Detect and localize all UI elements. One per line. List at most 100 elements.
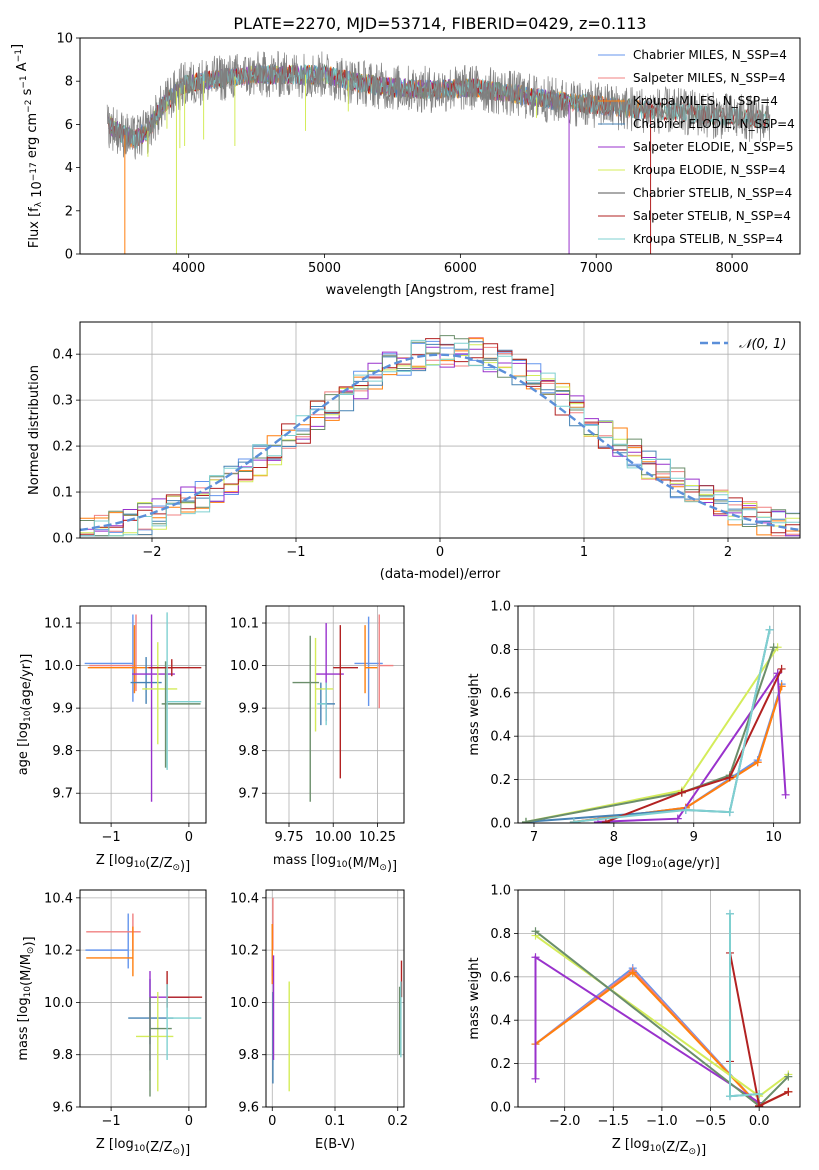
x-axis-label: Z [log10(Z/Z⊙)]: [96, 1137, 190, 1158]
weight-vs-age-panel: 7 8 9 10 0.0 0.2 0.4 0.6 0.8 1.0 age [log10(age/yr…: [467, 600, 801, 871]
x-tick-label: 0: [436, 545, 444, 560]
weight-marker: [531, 1074, 540, 1083]
legend-label: Kroupa ELODIE, N_SSP=4: [633, 163, 786, 177]
x-tick-label: 9: [690, 830, 698, 845]
figure-title: PLATE=2270, MJD=53714, FIBERID=0429, z=0…: [233, 14, 646, 33]
x-tick-label: 2: [724, 545, 732, 560]
weight-marker: [725, 909, 734, 918]
weight-marker: [677, 788, 686, 797]
x-tick-label: 10: [765, 830, 782, 845]
y-tick-label: 10.2: [230, 944, 259, 959]
legend-label: 𝒩(0, 1): [739, 337, 786, 352]
weight-marker: [725, 773, 734, 782]
age-vs-mass-panel: 9.75 10.00 10.25 9.7 9.8 9.9 10.0 10.1 mass [log…: [230, 605, 405, 874]
weight-marker: [521, 817, 530, 823]
x-tick-label: 8000: [716, 261, 749, 276]
x-tick-label: −2.0: [549, 1114, 581, 1129]
weight-marker: [781, 790, 790, 799]
x-tick-label: 10.25: [359, 830, 396, 845]
spectrum-panel: 4000 5000 6000 7000 8000 0 2 4 6 8 10 Chabrier MILE…: [10, 32, 801, 298]
y-axis-label: Flux [fλ 10−17 erg cm−2 s−1 A−1]: [10, 44, 45, 248]
legend-label: Salpeter STELIB, N_SSP=4: [633, 209, 791, 223]
weight-line: [597, 670, 787, 823]
weight-vs-Z-panel: −2.0 −1.5 −1.0 −0.5 0.0 0.0 0.2 0.4 0.6 0.8 1.0 Z […: [467, 884, 801, 1158]
x-tick-label: −1.5: [598, 1114, 630, 1129]
x-axis-label: wavelength [Angstrom, rest frame]: [326, 283, 555, 298]
y-axis-label: mass weight: [467, 957, 482, 1039]
errorbar-data: [271, 897, 403, 1092]
x-tick-label: −1: [286, 545, 305, 560]
y-tick-label: 10.4: [44, 891, 73, 906]
y-tick-label: 0: [65, 248, 73, 263]
y-tick-label: 10.1: [44, 617, 73, 632]
spectrum-legend: Chabrier MILES, N_SSP=4 Salpeter MILES, N…: [598, 48, 795, 246]
weight-marker: [569, 817, 578, 823]
y-tick-label: 0.2: [490, 773, 511, 788]
y-tick-label: 0.8: [490, 927, 511, 942]
y-tick-label: 0.4: [490, 730, 511, 745]
x-tick-label: 1: [580, 545, 588, 560]
errorbar-data: [85, 913, 203, 1097]
y-tick-label: 9.8: [238, 744, 259, 759]
weight-line: [729, 913, 760, 1098]
weight-marker: [725, 1092, 734, 1101]
y-tick-label: 9.7: [52, 787, 73, 802]
errorbar-data: [84, 612, 202, 802]
y-tick-label: 0.2: [490, 1057, 511, 1072]
x-axis-label: Z [log10(Z/Z⊙)]: [96, 853, 190, 874]
axes-frame: [79, 37, 801, 255]
y-tick-label: 9.8: [52, 744, 73, 759]
observed-spectrum-line: [106, 50, 771, 160]
x-tick-label: −0.5: [695, 1114, 727, 1129]
y-tick-label: 0.4: [52, 348, 73, 363]
mass-vs-EBV-panel: 0 0.1 0.2 9.6 9.8 10.0 10.2 10.4 E(B-V): [230, 889, 408, 1152]
weight-marker: [777, 664, 786, 673]
y-tick-label: 0.0: [490, 817, 511, 832]
x-tick-label: −1.0: [646, 1114, 678, 1129]
y-tick-label: 10.0: [230, 659, 259, 674]
gaussian-curve: [80, 353, 800, 532]
y-tick-label: 10.2: [44, 944, 73, 959]
age-vs-Z-panel: −1 0 9.7 9.8 9.9 10.0 10.1 Z [log10(Z/Z⊙)] age […: [16, 605, 207, 874]
y-tick-label: 0.6: [490, 970, 511, 985]
weight-line: [573, 683, 783, 823]
y-tick-label: 10: [56, 32, 73, 47]
x-tick-label: −1: [102, 1114, 121, 1129]
y-axis-label: mass weight: [467, 673, 482, 755]
x-tick-label: 0.1: [325, 1114, 346, 1129]
axes-frame: [79, 605, 207, 824]
x-tick-label: −1: [102, 830, 121, 845]
y-tick-label: 9.7: [238, 787, 259, 802]
weight-marker: [769, 643, 778, 652]
legend-label: Kroupa STELIB, N_SSP=4: [633, 232, 783, 246]
mass-vs-Z-panel: −1 0 9.6 9.8 10.0 10.2 10.4 Z [log10(Z/Z⊙)] mass…: [16, 889, 207, 1158]
weight-marker: [673, 814, 682, 823]
legend-label: Salpeter MILES, N_SSP=4: [633, 71, 786, 85]
axes-frame: [517, 889, 801, 1108]
y-axis-label: mass [log10(M/M⊙)]: [16, 936, 37, 1060]
y-tick-label: 6: [65, 118, 73, 133]
y-tick-label: 0.3: [52, 394, 73, 409]
weight-line: [605, 668, 783, 823]
x-tick-label: 10.00: [315, 830, 352, 845]
x-tick-label: −2: [142, 545, 161, 560]
residuals-panel: −2 −1 0 1 2 0.0 0.1 0.2 0.3 0.4 𝒩(0, 1) (data-model…: [27, 321, 801, 582]
x-axis-label: age [log10(age/yr)]: [598, 853, 720, 871]
weight-marker: [755, 1101, 764, 1107]
axes-frame: [265, 889, 405, 1108]
axes-frame: [265, 605, 405, 824]
x-axis-label: mass [log10(M/M⊙)]: [273, 853, 397, 874]
x-tick-label: 0: [268, 1114, 276, 1129]
spectrum-data: [106, 50, 771, 254]
x-tick-label: 0: [185, 830, 193, 845]
weight-marker: [784, 1072, 793, 1081]
weight-line: [729, 913, 760, 1098]
y-tick-label: 0.4: [490, 1014, 511, 1029]
weight-marker: [765, 625, 774, 634]
y-axis-label: age [log10(age/yr)]: [16, 654, 34, 776]
legend-label: Kroupa MILES, N_SSP=4: [633, 94, 778, 108]
weight-marker: [681, 805, 690, 814]
legend-label: Chabrier STELIB, N_SSP=4: [633, 186, 792, 200]
y-tick-label: 10.1: [230, 617, 259, 632]
